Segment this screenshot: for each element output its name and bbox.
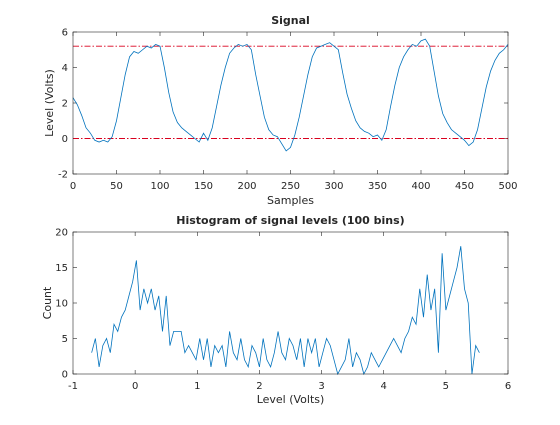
signal-panel: Signal Samples Level (Volts) 0 50 100 150 20… <box>43 14 518 207</box>
histogram-axes-box <box>72 231 509 375</box>
signal-y-axis-label: Level (Volts) <box>43 69 56 137</box>
histogram-x-tick-label: 3 <box>318 381 324 392</box>
signal-y-tick-label: 6 <box>62 28 68 39</box>
histogram-y-tick-label: 10 <box>55 299 68 310</box>
signal-plot-area <box>73 32 508 174</box>
histogram-plot-area <box>73 232 508 374</box>
signal-y-tick-label: -2 <box>58 170 68 181</box>
signal-x-tick-label: 50 <box>110 181 123 192</box>
histogram-title: Histogram of signal levels (100 bins) <box>176 214 404 227</box>
signal-y-tick-label: 0 <box>62 134 68 145</box>
histogram-x-tick-label: 6 <box>505 381 511 392</box>
signal-x-tick-label: 250 <box>281 181 300 192</box>
histogram-x-tick-label: 5 <box>443 381 449 392</box>
histogram-x-tick-label: 4 <box>381 381 387 392</box>
histogram-x-tick-label: 1 <box>194 381 200 392</box>
histogram-x-tick-label: 0 <box>132 381 138 392</box>
signal-title: Signal <box>271 14 310 27</box>
histogram-y-tick-label: 20 <box>55 228 68 239</box>
histogram-y-tick-label: 15 <box>55 263 68 274</box>
histogram-x-tick-label: 2 <box>256 381 262 392</box>
histogram-series-line <box>91 246 480 376</box>
histogram-panel: Histogram of signal levels (100 bins) Le… <box>41 214 511 406</box>
signal-x-tick-label: 100 <box>150 181 169 192</box>
histogram-x-axis-label: Level (Volts) <box>257 393 325 406</box>
signal-y-tick-label: 2 <box>62 99 68 110</box>
signal-x-tick-label: 500 <box>498 181 517 192</box>
signal-x-tick-label: 350 <box>368 181 387 192</box>
histogram-y-axis-label: Count <box>41 286 54 319</box>
signal-x-tick-label: 0 <box>70 181 76 192</box>
signal-series-line <box>72 38 509 152</box>
signal-x-tick-label: 200 <box>237 181 256 192</box>
signal-x-tick-label: 450 <box>455 181 474 192</box>
signal-x-tick-label: 300 <box>324 181 343 192</box>
signal-y-tick-label: 4 <box>62 63 68 74</box>
signal-x-axis-label: Samples <box>267 194 314 207</box>
signal-x-tick-label: 150 <box>194 181 213 192</box>
signal-x-tick-label: 400 <box>411 181 430 192</box>
histogram-y-tick-label: 0 <box>62 370 68 381</box>
histogram-x-tick-label: -1 <box>68 381 78 392</box>
signal-axes-box <box>72 31 509 175</box>
signal-reference-lines <box>73 45 508 139</box>
histogram-y-tick-label: 5 <box>62 334 68 345</box>
